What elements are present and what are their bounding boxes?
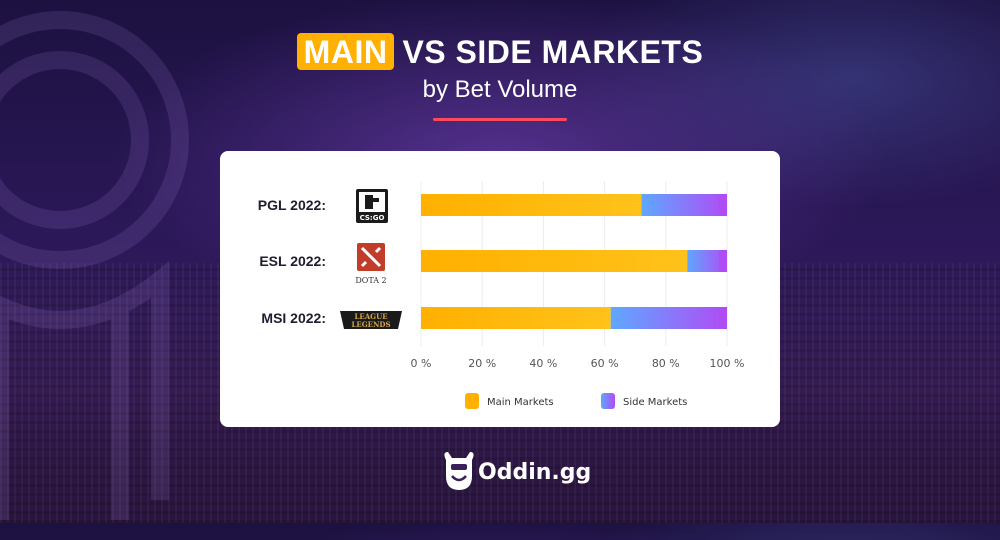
svg-text:LEGENDS: LEGENDS bbox=[351, 320, 390, 329]
bar-cap-right bbox=[719, 307, 727, 329]
x-tick-label: 80 % bbox=[652, 357, 680, 370]
bar-side bbox=[687, 250, 727, 272]
category-label: PGL 2022: bbox=[258, 197, 326, 213]
bar-cap-right bbox=[719, 250, 727, 272]
bar-side bbox=[610, 307, 727, 329]
bar-main bbox=[421, 194, 642, 216]
legend-swatch bbox=[601, 393, 615, 409]
bar-cap-right bbox=[719, 194, 727, 216]
lol-logo-icon: LEAGUE LEGENDS bbox=[340, 311, 402, 329]
stacked-bar-chart: 0 % 20 % 40 % 60 % 80 % 100 % PGL 2022: ESL 202… bbox=[258, 181, 745, 409]
svg-text:CS:GO: CS:GO bbox=[360, 214, 385, 222]
legend-label: Side Markets bbox=[623, 397, 687, 408]
svg-text:LEAGUE: LEAGUE bbox=[354, 312, 387, 321]
bar-cap-left bbox=[421, 194, 429, 216]
x-tick-label: 60 % bbox=[591, 357, 619, 370]
legend-swatch bbox=[465, 393, 479, 409]
brand-logo-icon bbox=[444, 452, 474, 490]
bar-cap-left bbox=[421, 250, 429, 272]
x-tick-label: 0 % bbox=[411, 357, 432, 370]
brand-watermark bbox=[0, 11, 189, 520]
svg-text:DOTA 2: DOTA 2 bbox=[355, 276, 386, 285]
x-tick-label: 100 % bbox=[710, 357, 745, 370]
category-label: MSI 2022: bbox=[261, 310, 326, 326]
bar-side bbox=[641, 194, 727, 216]
x-tick-label: 40 % bbox=[529, 357, 557, 370]
title-rest: VS SIDE MARKETS bbox=[402, 34, 704, 70]
chart-card: 0 % 20 % 40 % 60 % 80 % 100 % PGL 2022: ESL 202… bbox=[220, 151, 780, 427]
x-tick-label: 20 % bbox=[468, 357, 496, 370]
brand-name: Oddin.gg bbox=[478, 460, 592, 485]
csgo-logo-icon: CS:GO bbox=[356, 189, 388, 223]
title-highlight: MAIN bbox=[296, 33, 395, 70]
page-title: MAIN VS SIDE MARKETS bbox=[0, 33, 1000, 71]
dota2-logo-icon: DOTA 2 bbox=[355, 243, 387, 285]
category-label: ESL 2022: bbox=[259, 253, 326, 269]
title-underline bbox=[433, 118, 567, 121]
page-subtitle: by Bet Volume bbox=[422, 76, 578, 103]
bar-cap-left bbox=[421, 307, 429, 329]
bar-main bbox=[421, 307, 611, 329]
legend-label: Main Markets bbox=[487, 397, 554, 408]
bar-main bbox=[421, 250, 688, 272]
